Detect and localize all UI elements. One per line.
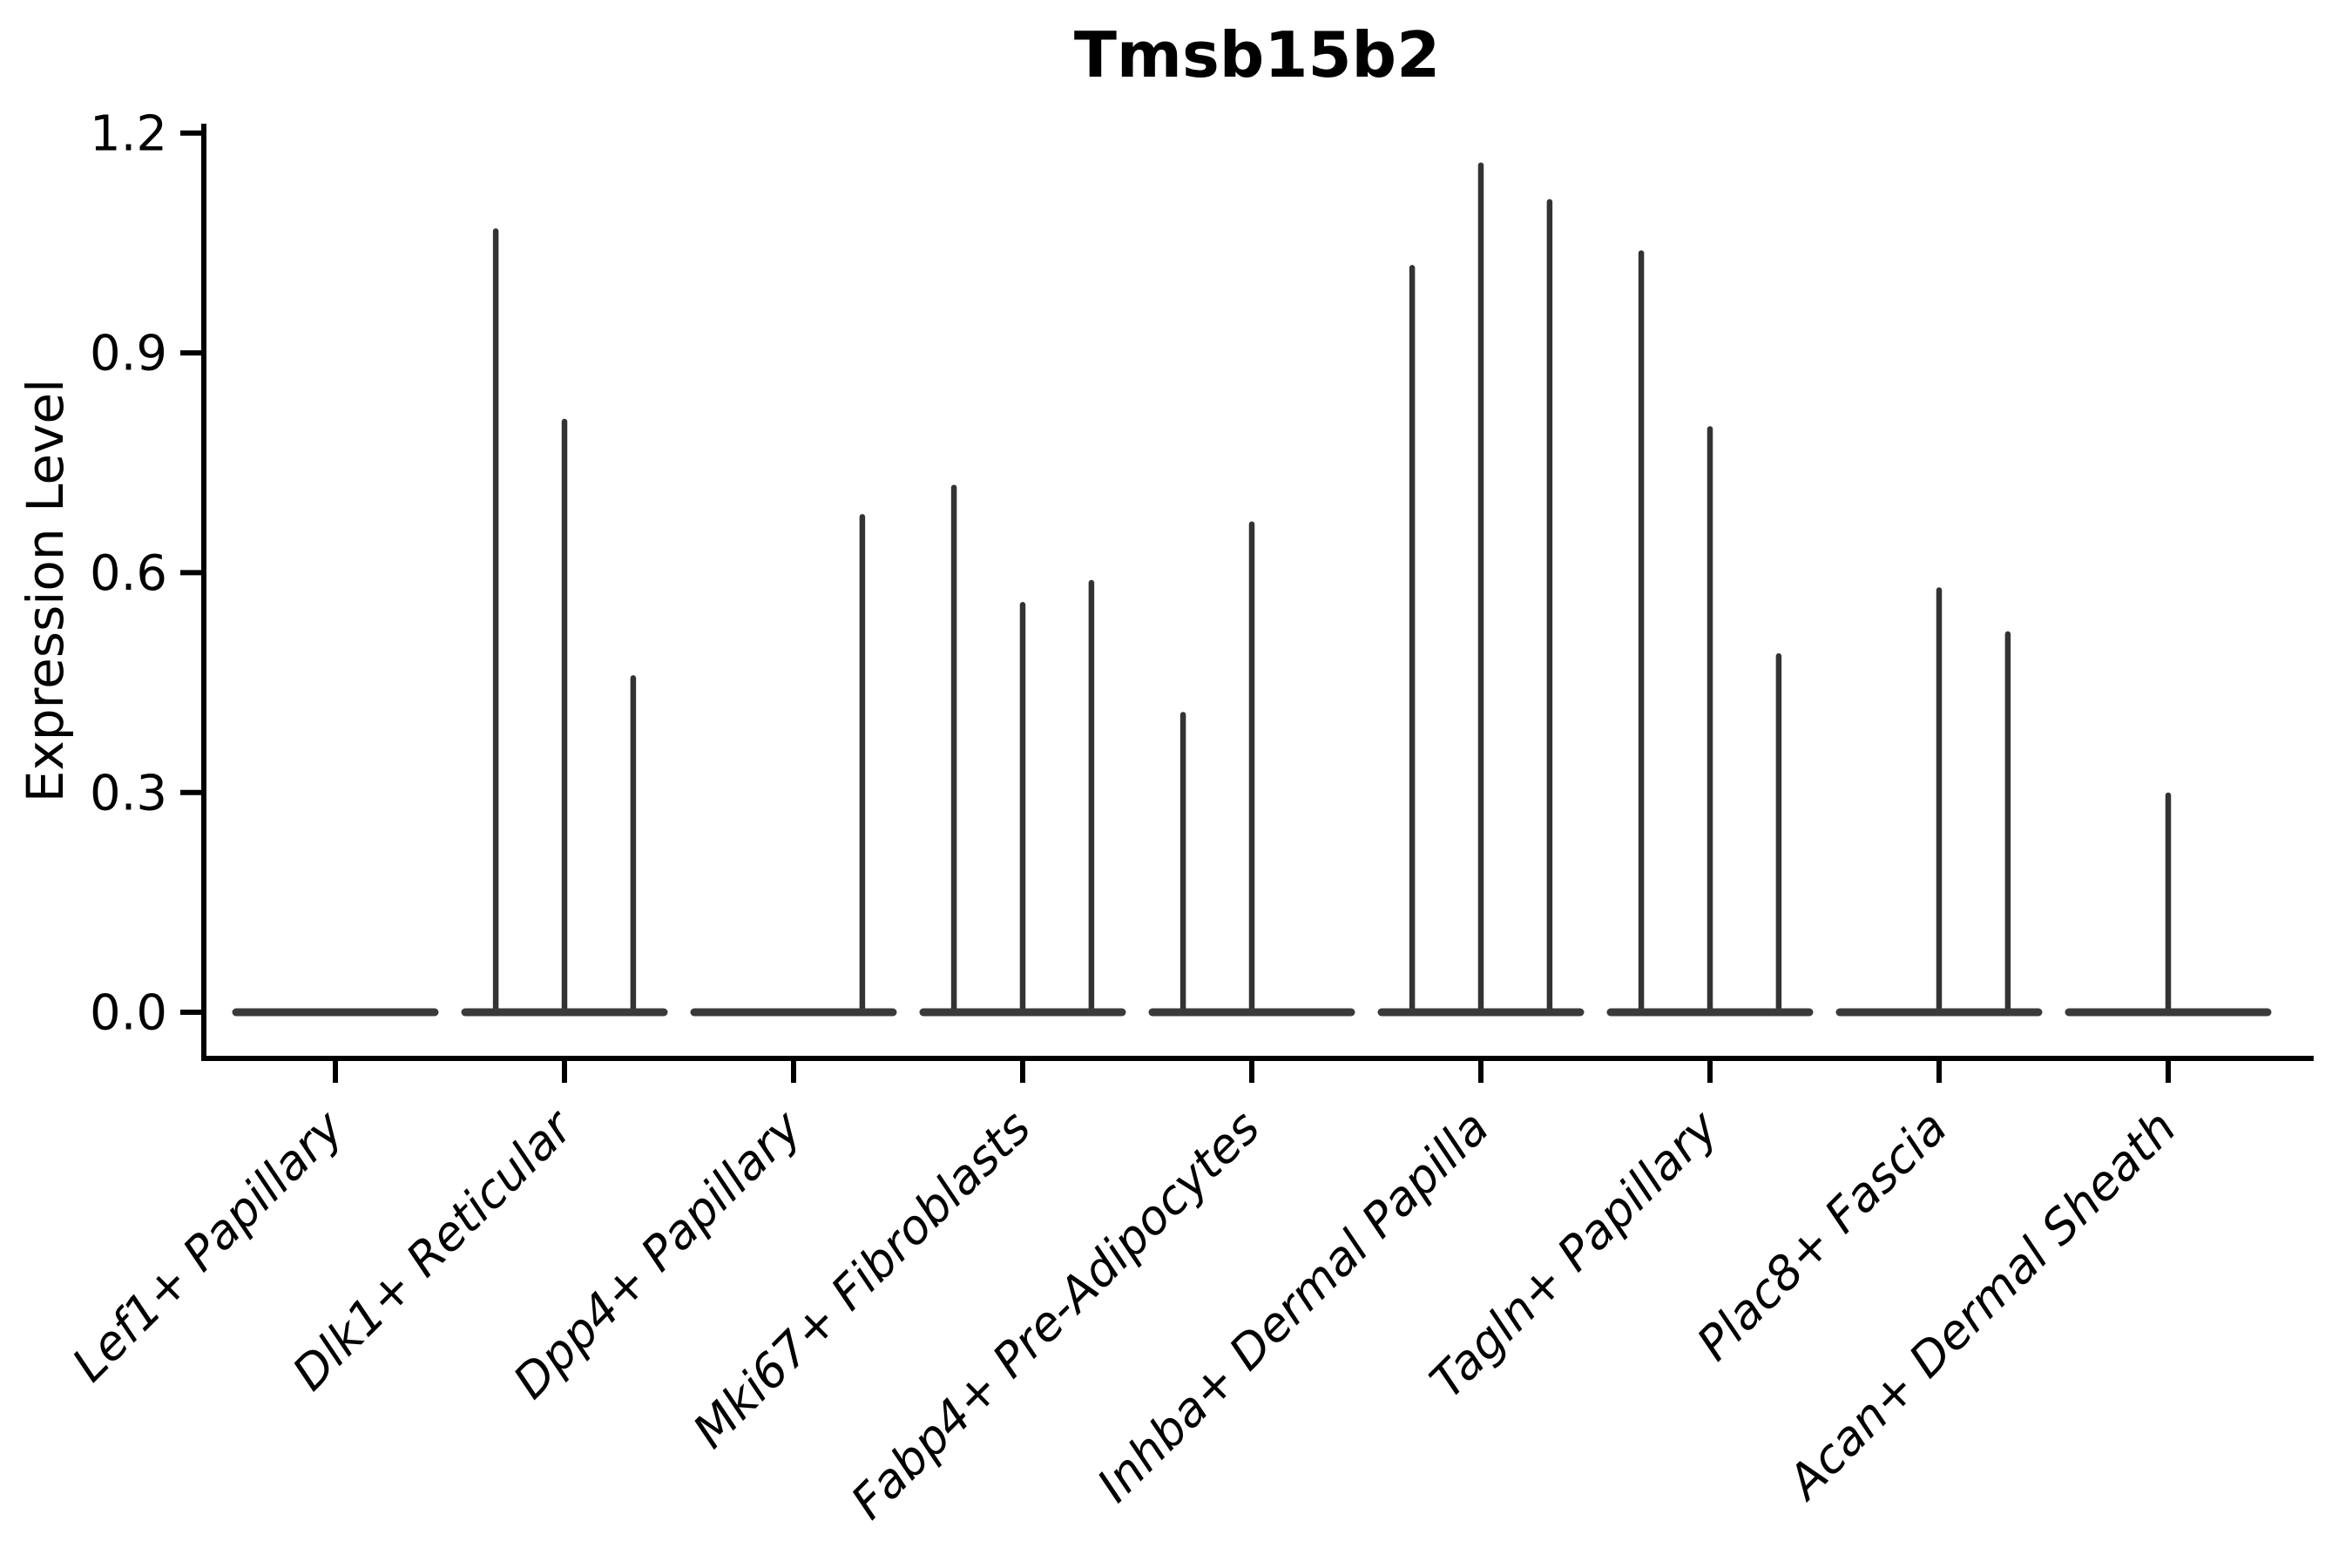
x-tick-label: Fabp4+ Pre-Adipocytes bbox=[841, 1100, 1270, 1530]
y-tick-label: 0.3 bbox=[90, 765, 167, 821]
violin-spike bbox=[1936, 587, 1943, 1014]
y-tick-label: 1.2 bbox=[90, 105, 167, 162]
violin-spike bbox=[1775, 652, 1782, 1014]
violin-spike bbox=[1179, 712, 1186, 1014]
x-tick-label: Acan+ Dermal Sheath bbox=[1775, 1100, 2186, 1511]
y-axis-ticks: 0.0 0.3 0.6 0.9 1.2 bbox=[90, 105, 204, 1042]
violin-baseline bbox=[232, 1008, 439, 1017]
violin-spike bbox=[950, 484, 957, 1014]
violin-spike bbox=[2165, 792, 2172, 1014]
violin-baseline bbox=[1835, 1008, 2043, 1017]
violin-baseline bbox=[690, 1008, 897, 1017]
violin-bodies bbox=[232, 162, 2272, 1017]
violin-spike bbox=[630, 675, 637, 1014]
violin-spike bbox=[561, 418, 568, 1014]
violin-baseline bbox=[919, 1008, 1126, 1017]
chart-title: Tmsb15b2 bbox=[1074, 18, 1440, 91]
y-tick-label: 0.0 bbox=[90, 985, 167, 1042]
violin-baseline bbox=[2065, 1008, 2272, 1017]
violin-spike bbox=[1477, 162, 1484, 1014]
x-tick-label: Inhba+ Dermal Papilla bbox=[1086, 1100, 1499, 1513]
y-axis-label: Expression Level bbox=[16, 379, 75, 802]
violin-spike bbox=[1409, 265, 1416, 1014]
violin-spike bbox=[2004, 631, 2011, 1014]
violin-spike bbox=[1088, 579, 1095, 1014]
violin-baseline bbox=[1148, 1008, 1355, 1017]
violin-spike bbox=[1707, 426, 1713, 1014]
violin-spike bbox=[1546, 199, 1553, 1015]
violin-spike bbox=[1248, 521, 1255, 1014]
violin-spike bbox=[859, 514, 866, 1014]
y-tick-label: 0.6 bbox=[90, 545, 167, 602]
y-tick-label: 0.9 bbox=[90, 326, 167, 382]
violin-baseline bbox=[1377, 1008, 1585, 1017]
violin-spike bbox=[1019, 602, 1026, 1014]
violin-spike bbox=[492, 228, 499, 1014]
axes-spines bbox=[201, 124, 2314, 1061]
violin-baseline bbox=[461, 1008, 668, 1017]
violin-spike bbox=[1638, 250, 1645, 1014]
violin-baseline bbox=[1606, 1008, 1814, 1017]
